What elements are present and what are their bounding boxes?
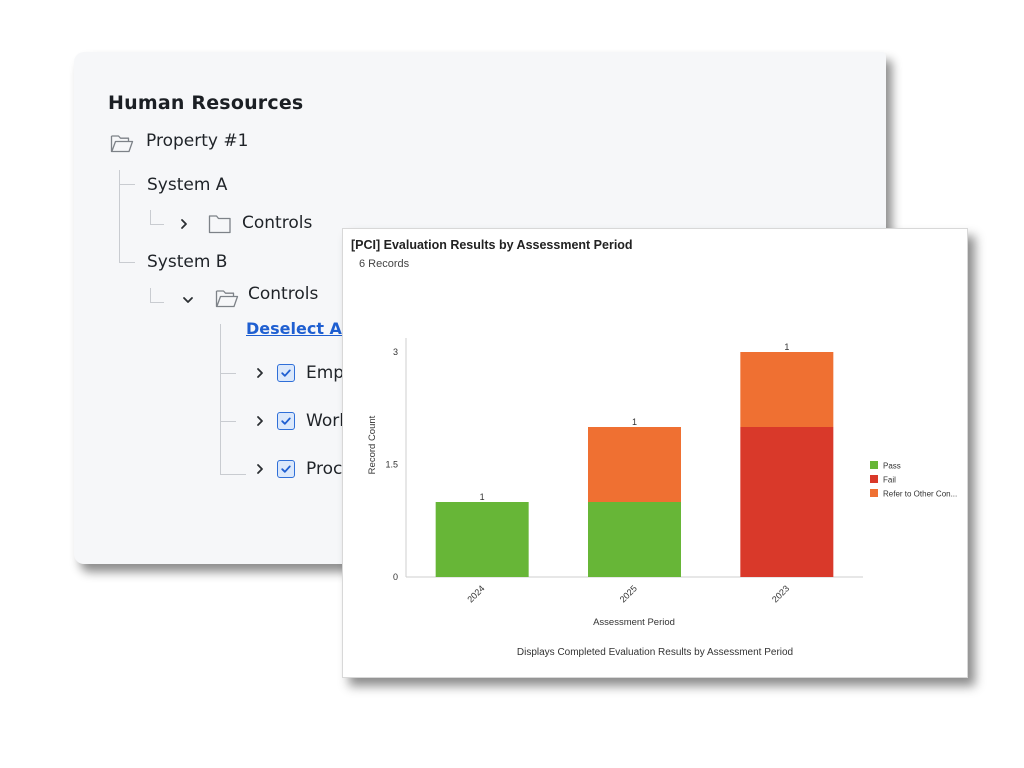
tree-node-property[interactable]: Property #1 [146, 131, 249, 151]
tree-connector [119, 262, 135, 263]
folder-open-icon [110, 135, 134, 153]
x-axis-label: Assessment Period [593, 617, 675, 628]
y-tick-label: 1.5 [385, 460, 398, 470]
chevron-right-icon[interactable] [178, 218, 190, 230]
tree-item-label[interactable]: Emp [306, 363, 345, 383]
tree-connector [150, 210, 151, 224]
tree-connector [150, 302, 164, 303]
tree-node-system-b[interactable]: System B [147, 252, 228, 272]
y-tick-labels: 01.53 [385, 347, 398, 582]
tree-connector [150, 224, 164, 225]
x-tick-label: 2023 [770, 583, 791, 604]
y-tick-label: 0 [393, 572, 398, 582]
bar-segment[interactable] [435, 502, 529, 577]
legend-swatch [870, 461, 878, 469]
tree-node-system-a[interactable]: System A [147, 175, 228, 195]
item-checkbox[interactable] [277, 460, 295, 478]
panel-title: Human Resources [108, 92, 304, 114]
y-axis-label: Record Count [367, 415, 378, 474]
chevron-right-icon[interactable] [254, 367, 266, 379]
legend-label[interactable]: Pass [883, 462, 901, 471]
check-icon [281, 465, 291, 473]
item-checkbox[interactable] [277, 364, 295, 382]
tree-connector [150, 288, 151, 302]
legend-swatch [870, 475, 878, 483]
tree-item-label[interactable]: Proc [306, 459, 343, 479]
deselect-all-link[interactable]: Deselect All [246, 319, 353, 338]
tree-connector [119, 170, 120, 262]
legend-label[interactable]: Fail [883, 476, 896, 485]
record-count: 6 Records [359, 258, 410, 270]
check-icon [281, 369, 291, 377]
item-checkbox[interactable] [277, 412, 295, 430]
tree-connector [220, 421, 236, 422]
chart-footer: Displays Completed Evaluation Results by… [516, 647, 794, 658]
x-tick-label: 2024 [465, 583, 486, 604]
chevron-right-icon[interactable] [254, 415, 266, 427]
chart-legend: Pass Fail Refer to Other Con... [870, 461, 957, 499]
chevron-right-icon[interactable] [254, 463, 266, 475]
folder-open-icon [215, 290, 239, 308]
y-tick-label: 3 [393, 347, 398, 357]
tree-connector [119, 184, 135, 185]
tree-connector [220, 474, 246, 475]
chart-title: [PCI] Evaluation Results by Assessment P… [351, 238, 633, 252]
bar-series: 11121 [435, 342, 834, 577]
bar-segment[interactable] [588, 502, 681, 577]
tree-connector [220, 373, 236, 374]
check-icon [281, 417, 291, 425]
bar-segment[interactable] [740, 427, 834, 577]
bar-segment[interactable] [588, 427, 681, 502]
tree-node-system-b-controls[interactable]: Controls [248, 284, 319, 304]
tree-node-system-a-controls[interactable]: Controls [242, 213, 313, 233]
data-label: 1 [480, 492, 485, 502]
data-label: 1 [632, 417, 637, 427]
tree-item-label[interactable]: Worl [306, 411, 344, 431]
chevron-down-icon[interactable] [182, 294, 194, 306]
bar-segment[interactable] [740, 352, 834, 427]
tree-connector [220, 324, 221, 474]
chart-panel: [PCI] Evaluation Results by Assessment P… [342, 228, 968, 678]
folder-icon [208, 215, 231, 234]
legend-label[interactable]: Refer to Other Con... [883, 490, 957, 499]
x-tick-label: 2025 [618, 583, 639, 604]
x-tick-labels: 2024 2025 2023 [465, 583, 791, 604]
data-label: 1 [784, 342, 789, 352]
legend-swatch [870, 489, 878, 497]
